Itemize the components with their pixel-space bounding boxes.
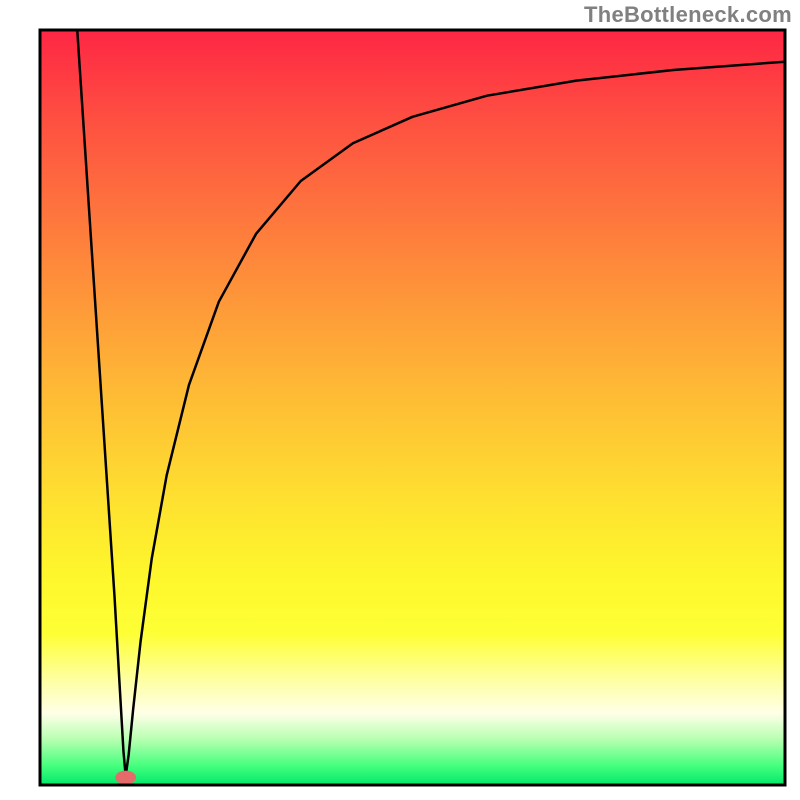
watermark-text: TheBottleneck.com <box>584 2 792 28</box>
plot-background <box>40 30 785 785</box>
chart-svg <box>0 0 800 800</box>
bottleneck-chart: TheBottleneck.com <box>0 0 800 800</box>
optimum-marker <box>115 771 136 785</box>
